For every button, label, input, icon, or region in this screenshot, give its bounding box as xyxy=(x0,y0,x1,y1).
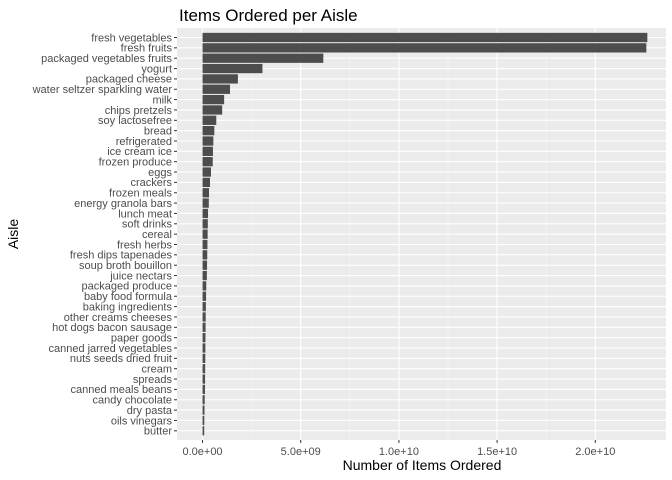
y-tick-label: baby food formula xyxy=(84,291,173,303)
y-tick-label: canned jarred vegetables xyxy=(48,343,172,355)
bar xyxy=(202,384,205,395)
y-tick-label: fresh fruits xyxy=(121,43,173,55)
x-axis-title: Number of Items Ordered xyxy=(343,457,502,473)
bar xyxy=(202,343,206,353)
bar xyxy=(202,74,238,84)
y-tick-label: packaged produce xyxy=(81,281,172,293)
bar xyxy=(202,63,263,74)
y-tick-label: canned meals beans xyxy=(70,384,172,396)
y-tick-label: lunch meat xyxy=(118,208,172,220)
bar xyxy=(202,322,206,332)
x-tick-label: 2.0e+10 xyxy=(575,446,615,458)
y-tick-label: oils vinegars xyxy=(111,415,173,427)
y-tick-label: soy lactosefree xyxy=(98,115,172,127)
y-tick-label: fresh vegetables xyxy=(91,32,172,44)
y-tick-label: fresh dips tapenades xyxy=(70,250,173,262)
x-tick-label: 0.0e+00 xyxy=(182,446,222,458)
bar xyxy=(202,426,205,436)
bar xyxy=(202,333,206,343)
bar xyxy=(202,353,206,363)
x-tick-label: 5.0e+09 xyxy=(281,446,321,458)
bars xyxy=(202,32,648,436)
bar xyxy=(202,405,205,415)
bar xyxy=(202,291,207,301)
bar xyxy=(202,146,213,156)
y-tick-label: frozen meals xyxy=(109,188,172,200)
bar xyxy=(202,229,208,239)
bar xyxy=(202,43,647,53)
bar xyxy=(202,312,206,322)
y-tick-label: dry pasta xyxy=(127,405,173,417)
bar xyxy=(202,301,206,312)
bar xyxy=(202,260,208,270)
bar xyxy=(202,94,225,105)
y-tick-label: chips pretzels xyxy=(105,105,173,117)
y-tick-label: candy chocolate xyxy=(93,395,173,407)
x-tick-label: 1.5e+10 xyxy=(477,446,517,458)
bar xyxy=(202,167,211,177)
bar xyxy=(202,136,214,146)
y-tick-label: ice cream ice xyxy=(107,146,172,158)
y-tick-label: bread xyxy=(144,125,172,137)
bar xyxy=(202,374,206,384)
y-tick-label: yogurt xyxy=(141,63,172,75)
chart-title: Items Ordered per Aisle xyxy=(179,6,358,25)
y-tick-label: crackers xyxy=(130,177,172,189)
y-tick-label: frozen produce xyxy=(99,157,172,169)
y-tick-label: soup broth bouillon xyxy=(79,260,172,272)
y-tick-label: baking ingredients xyxy=(83,301,173,313)
bar xyxy=(202,281,207,291)
y-tick-label: butter xyxy=(144,426,172,438)
y-tick-label: fresh herbs xyxy=(117,239,173,251)
y-tick-label: energy granola bars xyxy=(74,198,172,210)
y-tick-label: hot dogs bacon sausage xyxy=(52,322,172,334)
y-tick-label: soft drinks xyxy=(122,219,173,231)
bar xyxy=(202,105,223,115)
bar xyxy=(202,208,209,219)
y-tick-label: packaged cheese xyxy=(86,74,172,86)
bar xyxy=(202,53,324,63)
y-tick-label: refrigerated xyxy=(116,136,172,148)
bar xyxy=(202,239,208,250)
bar xyxy=(202,177,210,188)
y-tick-label: juice nectars xyxy=(109,270,172,282)
bar xyxy=(202,115,217,125)
x-ticks: 0.0e+00 5.0e+09 1.0e+10 1.5e+10 2.0e+10 xyxy=(182,440,615,458)
bar xyxy=(202,250,208,260)
bar xyxy=(202,157,213,167)
y-tick-label: packaged vegetables fruits xyxy=(41,53,172,65)
y-tick-label: nuts seeds dried fruit xyxy=(70,353,172,365)
y-tick-label: paper goods xyxy=(111,332,173,344)
bar xyxy=(202,270,207,281)
x-tick-label: 1.0e+10 xyxy=(379,446,419,458)
bar xyxy=(202,188,210,198)
bar xyxy=(202,395,205,405)
y-tick-label: water seltzer sparkling water xyxy=(32,84,173,96)
y-tick-label: cream xyxy=(141,364,172,376)
bar xyxy=(202,126,215,136)
bar xyxy=(202,364,206,374)
y-tick-label: other creams cheeses xyxy=(64,312,173,324)
y-tick-label: cereal xyxy=(142,229,172,241)
y-tick-label: eggs xyxy=(148,167,172,179)
bar xyxy=(202,84,231,94)
y-tick-label: spreads xyxy=(133,374,173,386)
y-tick-label: milk xyxy=(152,94,172,106)
bar xyxy=(202,32,648,43)
bar xyxy=(202,219,208,229)
bar xyxy=(202,198,209,208)
bar xyxy=(202,415,205,426)
y-axis-title: Aisle xyxy=(5,219,21,250)
